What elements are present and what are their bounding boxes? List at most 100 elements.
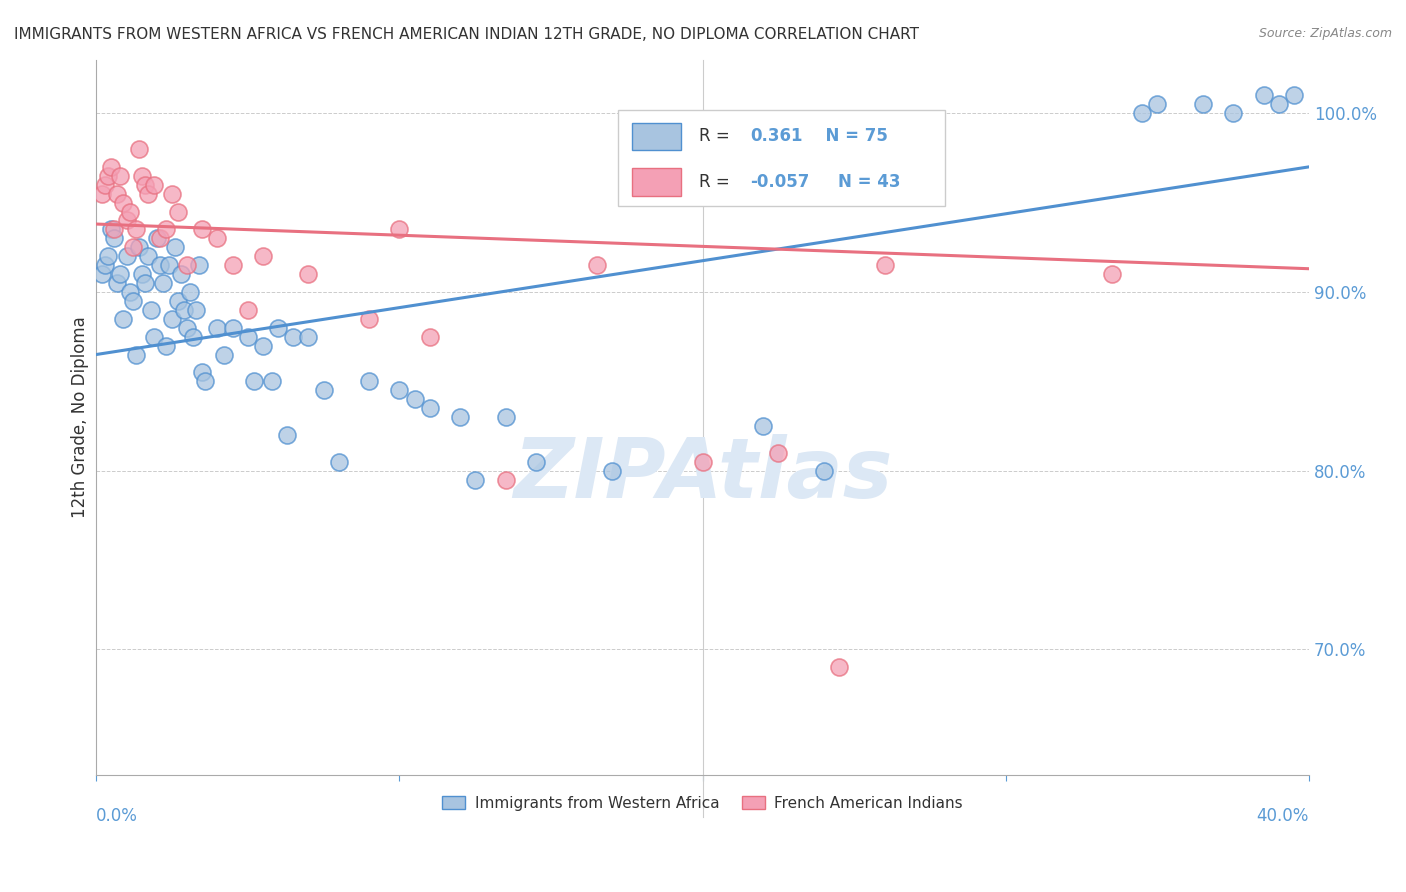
Point: [495, 410, 517, 425]
Point: [115, 213, 138, 227]
Point: [191, 365, 214, 379]
Text: R =: R =: [699, 128, 735, 145]
Point: [110, 267, 132, 281]
Point: [359, 311, 381, 326]
Point: [167, 204, 190, 219]
Point: [97, 249, 120, 263]
Point: [752, 419, 775, 434]
Point: [207, 231, 229, 245]
Point: [236, 329, 259, 343]
Point: [495, 473, 517, 487]
Point: [139, 302, 162, 317]
Point: [1101, 267, 1123, 281]
Point: [297, 267, 319, 281]
Point: [188, 258, 211, 272]
Text: IMMIGRANTS FROM WESTERN AFRICA VS FRENCH AMERICAN INDIAN 12TH GRADE, NO DIPLOMA : IMMIGRANTS FROM WESTERN AFRICA VS FRENCH…: [14, 27, 920, 42]
Text: Source: ZipAtlas.com: Source: ZipAtlas.com: [1258, 27, 1392, 40]
Point: [194, 375, 217, 389]
Point: [1253, 88, 1275, 103]
Point: [181, 329, 204, 343]
Point: [312, 384, 335, 398]
Point: [107, 276, 129, 290]
Text: R =: R =: [699, 173, 735, 191]
Point: [112, 195, 135, 210]
Point: [152, 276, 174, 290]
Text: N = 43: N = 43: [838, 173, 901, 191]
Point: [276, 428, 298, 442]
Point: [388, 222, 411, 236]
Point: [419, 329, 441, 343]
Point: [146, 231, 169, 245]
Point: [419, 401, 441, 416]
Text: -0.057: -0.057: [749, 173, 810, 191]
Point: [1130, 106, 1153, 120]
Point: [661, 160, 683, 174]
Point: [260, 375, 283, 389]
Point: [207, 320, 229, 334]
Point: [136, 186, 159, 201]
Point: [136, 249, 159, 263]
FancyBboxPatch shape: [617, 110, 945, 206]
Point: [163, 240, 186, 254]
Point: [524, 455, 547, 469]
Point: [128, 240, 150, 254]
Point: [149, 231, 172, 245]
Text: 40.0%: 40.0%: [1257, 806, 1309, 825]
Point: [94, 178, 117, 192]
Point: [221, 320, 243, 334]
Point: [221, 258, 243, 272]
Point: [155, 222, 177, 236]
Point: [212, 347, 235, 361]
Point: [115, 249, 138, 263]
Point: [692, 455, 714, 469]
Point: [236, 302, 259, 317]
Point: [94, 258, 117, 272]
Point: [328, 455, 350, 469]
Point: [1267, 97, 1289, 112]
Point: [100, 222, 122, 236]
Point: [585, 258, 607, 272]
Point: [160, 311, 183, 326]
Point: [134, 276, 156, 290]
Point: [359, 375, 381, 389]
Point: [155, 338, 177, 352]
Point: [167, 293, 190, 308]
Point: [121, 240, 143, 254]
Point: [142, 329, 165, 343]
Text: 0.0%: 0.0%: [96, 806, 138, 825]
Point: [170, 267, 193, 281]
Point: [173, 302, 195, 317]
Point: [121, 293, 143, 308]
Point: [176, 258, 198, 272]
Point: [1282, 88, 1305, 103]
Point: [388, 384, 411, 398]
Point: [142, 178, 165, 192]
Point: [97, 169, 120, 183]
Text: ZIPAtlas: ZIPAtlas: [513, 434, 893, 515]
Point: [100, 160, 122, 174]
Point: [813, 464, 835, 478]
Point: [191, 222, 214, 236]
Point: [157, 258, 180, 272]
Point: [768, 446, 790, 460]
Point: [297, 329, 319, 343]
Point: [404, 392, 426, 407]
Point: [179, 285, 201, 299]
Point: [449, 410, 471, 425]
Point: [128, 142, 150, 156]
Point: [186, 302, 208, 317]
Point: [91, 267, 114, 281]
FancyBboxPatch shape: [633, 169, 681, 195]
Point: [124, 347, 146, 361]
Point: [1146, 97, 1168, 112]
Text: N = 75: N = 75: [814, 128, 889, 145]
Point: [828, 660, 851, 674]
Y-axis label: 12th Grade, No Diploma: 12th Grade, No Diploma: [72, 316, 89, 518]
Point: [118, 204, 141, 219]
Point: [131, 169, 153, 183]
Point: [1222, 106, 1244, 120]
Point: [91, 186, 114, 201]
Point: [464, 473, 486, 487]
Point: [118, 285, 141, 299]
Point: [103, 231, 125, 245]
